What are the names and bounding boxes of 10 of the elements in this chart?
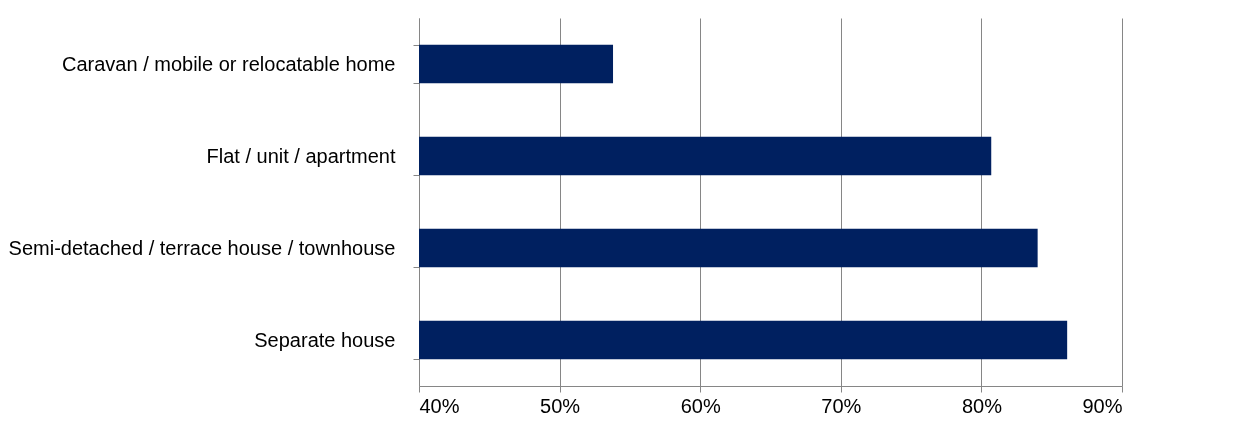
y-tick-label: Semi-detached / terrace house / townhouse — [8, 236, 396, 259]
y-tick-label: Caravan / mobile or relocatable home — [61, 52, 396, 75]
x-tick-label: 80% — [961, 394, 1003, 417]
y-tick-label: Separate house — [254, 328, 396, 351]
x-tick-label: 50% — [540, 394, 581, 417]
x-tick-label: 40% — [419, 394, 460, 417]
y-tick-label: Flat / unit / apartment — [206, 144, 396, 167]
x-tick-label: 70% — [821, 394, 862, 417]
x-tick-label: 90% — [1082, 394, 1123, 417]
x-tick-label: 60% — [680, 394, 721, 417]
